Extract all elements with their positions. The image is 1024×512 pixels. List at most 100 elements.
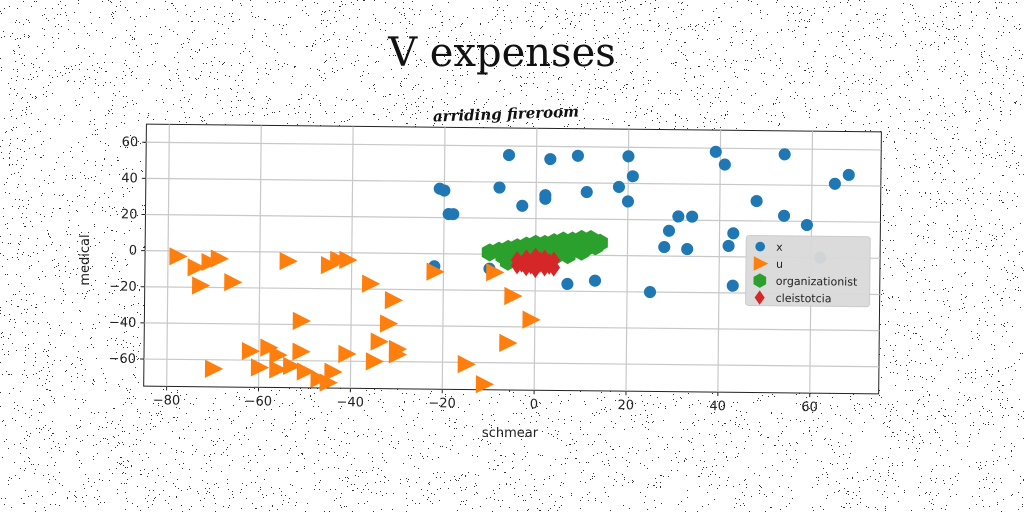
y-grid-line [143, 358, 879, 368]
x-grid-line [257, 125, 262, 388]
data-point [169, 247, 188, 266]
data-point [658, 240, 671, 254]
data-point [191, 276, 211, 295]
data-point [622, 150, 635, 163]
data-point [204, 359, 224, 378]
data-point [201, 252, 220, 272]
data-point [384, 291, 404, 310]
data-point [626, 170, 639, 183]
y-grid-line [144, 322, 880, 332]
data-point [778, 148, 791, 161]
data-point [250, 358, 270, 377]
data-point [722, 239, 735, 252]
legend-label: organizationist [776, 275, 858, 289]
y-tick-label: −40 [109, 316, 137, 331]
data-point [559, 245, 576, 265]
data-point [379, 314, 399, 333]
x-grid-line [441, 127, 446, 390]
y-grid-line [145, 177, 881, 187]
y-tick-label: 40 [121, 171, 138, 186]
data-point [493, 181, 506, 194]
data-point [447, 208, 460, 221]
data-point [502, 149, 516, 162]
data-point [828, 177, 841, 190]
data-point [426, 262, 445, 281]
data-point [542, 253, 556, 272]
y-tick-label: −20 [109, 279, 137, 294]
data-point [320, 256, 340, 275]
data-point [662, 224, 676, 237]
data-point [486, 263, 505, 282]
data-point [750, 194, 763, 208]
x-tick-label: 40 [709, 399, 726, 414]
y-tick-label: −60 [108, 352, 136, 367]
legend-box [745, 234, 871, 308]
data-point [210, 249, 229, 268]
y-grid-line [145, 213, 881, 223]
data-point [727, 227, 740, 240]
data-point [283, 356, 302, 376]
legend-marker [754, 290, 765, 305]
x-tick-label: 0 [530, 397, 538, 412]
data-point [587, 237, 604, 256]
data-point [573, 242, 590, 261]
y-tick-label: 20 [121, 207, 138, 222]
data-point [260, 338, 279, 357]
legend-marker [753, 273, 767, 288]
data-point [296, 362, 316, 381]
data-point [686, 210, 699, 223]
data-point [292, 311, 311, 330]
data-point [621, 195, 635, 208]
legend-label: u [776, 258, 783, 271]
data-point [800, 218, 813, 232]
data-point [324, 362, 343, 381]
y-tick-label: 60 [122, 135, 139, 150]
data-point [504, 286, 523, 306]
data-point [709, 145, 722, 158]
y-axis-label: medical [78, 234, 93, 285]
x-tick-label: −60 [245, 394, 273, 409]
y-tick-label: 0 [129, 243, 137, 258]
y-axis-ticks: −60 −40 −20 0 20 40 60 [108, 135, 147, 367]
data-point [269, 345, 288, 365]
data-point [438, 184, 451, 197]
data-point [672, 210, 685, 223]
data-point [612, 180, 625, 193]
series-u [169, 247, 541, 394]
data-point [361, 274, 381, 293]
data-point [539, 192, 552, 205]
data-point [544, 153, 557, 166]
data-point [643, 286, 657, 299]
data-point [339, 250, 358, 270]
page-title: V expenses [388, 30, 616, 76]
x-tick-label: −80 [153, 393, 181, 408]
data-point [718, 158, 731, 171]
data-point [365, 352, 385, 371]
x-tick-label: −40 [336, 395, 364, 410]
data-point [571, 149, 584, 162]
data-point [187, 258, 206, 277]
data-point [681, 243, 694, 256]
data-point [224, 273, 243, 292]
data-point [370, 332, 389, 351]
legend-label: cleistotcia [776, 292, 832, 306]
data-point [777, 209, 791, 222]
x-tick-label: −20 [428, 396, 456, 411]
data-point [499, 333, 518, 352]
data-point [516, 199, 529, 212]
x-tick-label: 20 [617, 398, 634, 413]
x-tick-label: 60 [801, 400, 818, 415]
data-point [588, 274, 602, 287]
x-grid-line [717, 130, 722, 393]
data-point [522, 310, 541, 329]
data-point [241, 341, 261, 361]
x-grid-line [166, 124, 170, 387]
chart-subtitle: arriding fireroom [433, 102, 580, 125]
data-point [338, 344, 357, 363]
data-point [580, 185, 593, 199]
x-axis-label: schmear [482, 426, 539, 441]
x-axis-ticks: −80 −60 −40 −20 0 20 40 60 [153, 386, 818, 415]
data-point [279, 251, 298, 271]
data-point [842, 168, 855, 181]
